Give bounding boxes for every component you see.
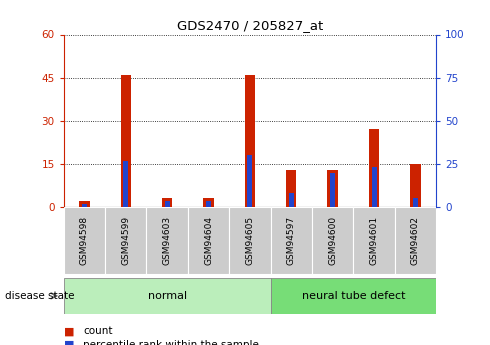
Text: GSM94599: GSM94599 — [121, 216, 130, 265]
Bar — [165, 201, 170, 207]
Bar — [371, 167, 376, 207]
Text: disease state: disease state — [5, 291, 74, 301]
Bar — [64, 207, 105, 274]
Bar — [82, 204, 87, 207]
Bar — [105, 207, 147, 274]
Bar — [245, 75, 255, 207]
Bar — [286, 170, 296, 207]
Text: GSM94601: GSM94601 — [369, 216, 379, 265]
Bar — [369, 129, 379, 207]
Text: ■: ■ — [64, 326, 74, 336]
Text: count: count — [83, 326, 113, 336]
Bar — [270, 278, 436, 314]
Bar — [247, 155, 252, 207]
Bar — [203, 198, 214, 207]
Text: normal: normal — [147, 291, 187, 301]
Title: GDS2470 / 205827_at: GDS2470 / 205827_at — [177, 19, 323, 32]
Text: GSM94598: GSM94598 — [80, 216, 89, 265]
Bar — [79, 201, 90, 207]
Bar — [327, 170, 338, 207]
Text: GSM94603: GSM94603 — [163, 216, 172, 265]
Text: ■: ■ — [64, 340, 74, 345]
Text: neural tube defect: neural tube defect — [301, 291, 405, 301]
Bar — [123, 161, 128, 207]
Bar — [64, 278, 270, 314]
Bar — [188, 207, 229, 274]
Bar — [289, 193, 294, 207]
Bar — [410, 164, 420, 207]
Text: GSM94602: GSM94602 — [411, 216, 420, 265]
Text: percentile rank within the sample: percentile rank within the sample — [83, 340, 259, 345]
Bar — [121, 75, 131, 207]
Bar — [312, 207, 353, 274]
Text: GSM94605: GSM94605 — [245, 216, 254, 265]
Bar — [353, 207, 395, 274]
Bar — [162, 198, 172, 207]
Bar — [395, 207, 436, 274]
Bar — [229, 207, 270, 274]
Bar — [270, 207, 312, 274]
Text: GSM94597: GSM94597 — [287, 216, 296, 265]
Bar — [147, 207, 188, 274]
Bar — [413, 198, 418, 207]
Text: GSM94600: GSM94600 — [328, 216, 337, 265]
Bar — [330, 172, 335, 207]
Text: GSM94604: GSM94604 — [204, 216, 213, 265]
Bar — [206, 201, 211, 207]
